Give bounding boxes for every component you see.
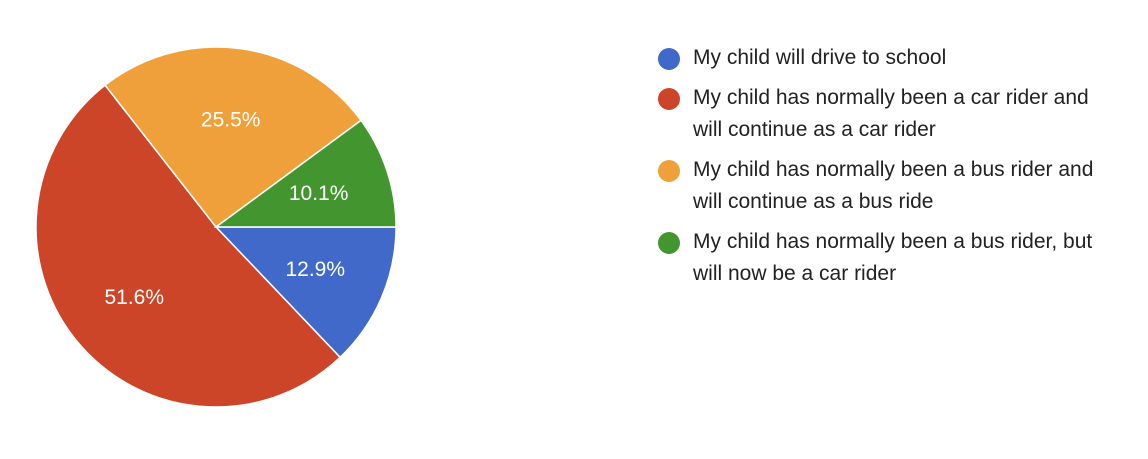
legend-swatch <box>658 88 680 110</box>
legend-item-bus-rider[interactable]: My child has normally been a bus rider a… <box>658 154 1128 218</box>
slice-bus-rider[interactable] <box>104 46 363 229</box>
slice-percent-label: 51.6% <box>104 286 164 309</box>
legend-label: My child has normally been a bus rider, … <box>693 230 1093 285</box>
legend-item-car-rider[interactable]: My child has normally been a car rider a… <box>658 82 1128 146</box>
legend-label: My child will drive to school <box>693 46 947 69</box>
legend-swatch <box>658 48 680 70</box>
slice-bus-to-car[interactable] <box>213 119 397 228</box>
slice-percent-label: 25.5% <box>201 109 261 132</box>
pie-slices <box>35 46 397 408</box>
pie-slice-labels: 12.9% 51.6% 25.5% 10.1% <box>104 109 348 310</box>
legend-item-drive[interactable]: My child will drive to school <box>658 42 1128 74</box>
legend-label: My child has normally been a car rider a… <box>693 86 1089 141</box>
slice-car-rider[interactable] <box>35 84 342 408</box>
slice-drive[interactable] <box>214 226 397 359</box>
legend-swatch <box>658 160 680 182</box>
legend-swatch <box>658 232 680 254</box>
legend-label: My child has normally been a bus rider a… <box>693 158 1094 213</box>
slice-percent-label: 10.1% <box>289 182 349 205</box>
legend: My child will drive to school My child h… <box>658 42 1128 298</box>
slice-percent-label: 12.9% <box>285 258 345 281</box>
legend-item-bus-to-car[interactable]: My child has normally been a bus rider, … <box>658 226 1128 290</box>
